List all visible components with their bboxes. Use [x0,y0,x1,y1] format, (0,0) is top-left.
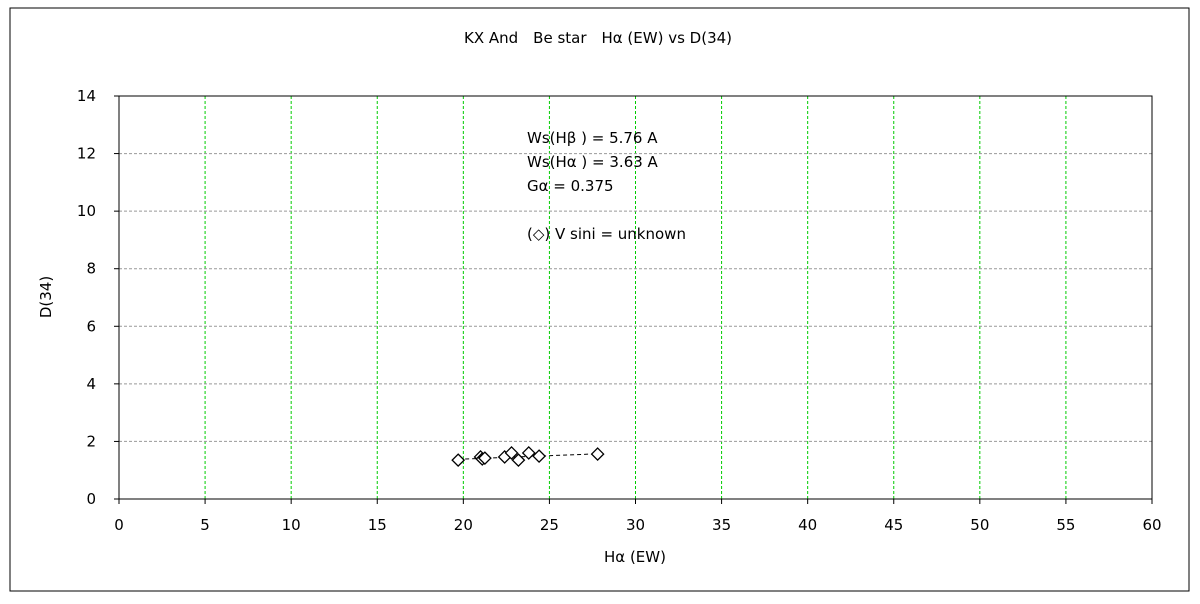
x-tick-label: 0 [114,516,124,534]
annotation-vsini: (◇) V sini = unknown [527,225,686,243]
x-tick-label: 30 [626,516,645,534]
data-point [477,451,492,466]
y-tick-label: 12 [77,145,96,163]
chart-title: KX And Be star Hα (EW) vs D(34) [464,29,732,47]
data-point [451,453,466,468]
x-tick-label: 5 [200,516,210,534]
x-axis-label: Hα (EW) [604,548,666,566]
grid [119,96,1152,499]
x-tick-label: 50 [970,516,989,534]
x-tick-label: 25 [540,516,559,534]
x-tick-label: 20 [454,516,473,534]
y-tick-label: 4 [86,375,96,393]
annotations: Ws(Hβ ) = 5.76 A Ws(Hα ) = 3.63 A Gα = 0… [527,129,686,243]
y-axis-label: D(34) [37,276,55,318]
annotation-ws-hbeta: Ws(Hβ ) = 5.76 A [527,129,658,147]
x-tick-label: 55 [1056,516,1075,534]
ticks: 0 5 10 15 20 25 30 35 40 45 50 55 60 0 2 4 6 8 10 12 14 [77,87,1162,534]
x-tick-label: 10 [282,516,301,534]
x-tick-label: 45 [884,516,903,534]
y-tick-label: 8 [86,260,96,278]
series [451,446,605,468]
y-tick-label: 10 [77,202,96,220]
x-tick-label: 15 [368,516,387,534]
y-tick-label: 14 [77,87,96,105]
x-tick-label: 35 [712,516,731,534]
y-tick-label: 6 [86,317,96,335]
x-tick-label: 40 [798,516,817,534]
annotation-g-alpha: Gα = 0.375 [527,177,614,195]
data-point [504,446,519,460]
y-tick-label: 2 [86,432,96,450]
x-tick-label: 60 [1142,516,1161,534]
data-point [590,447,605,462]
data-point [532,449,547,464]
data-point [521,446,536,460]
data-point [511,453,526,468]
chart-frame [9,7,1190,592]
y-tick-label: 0 [86,490,96,508]
annotation-ws-halpha: Ws(Hα ) = 3.63 A [527,153,659,171]
